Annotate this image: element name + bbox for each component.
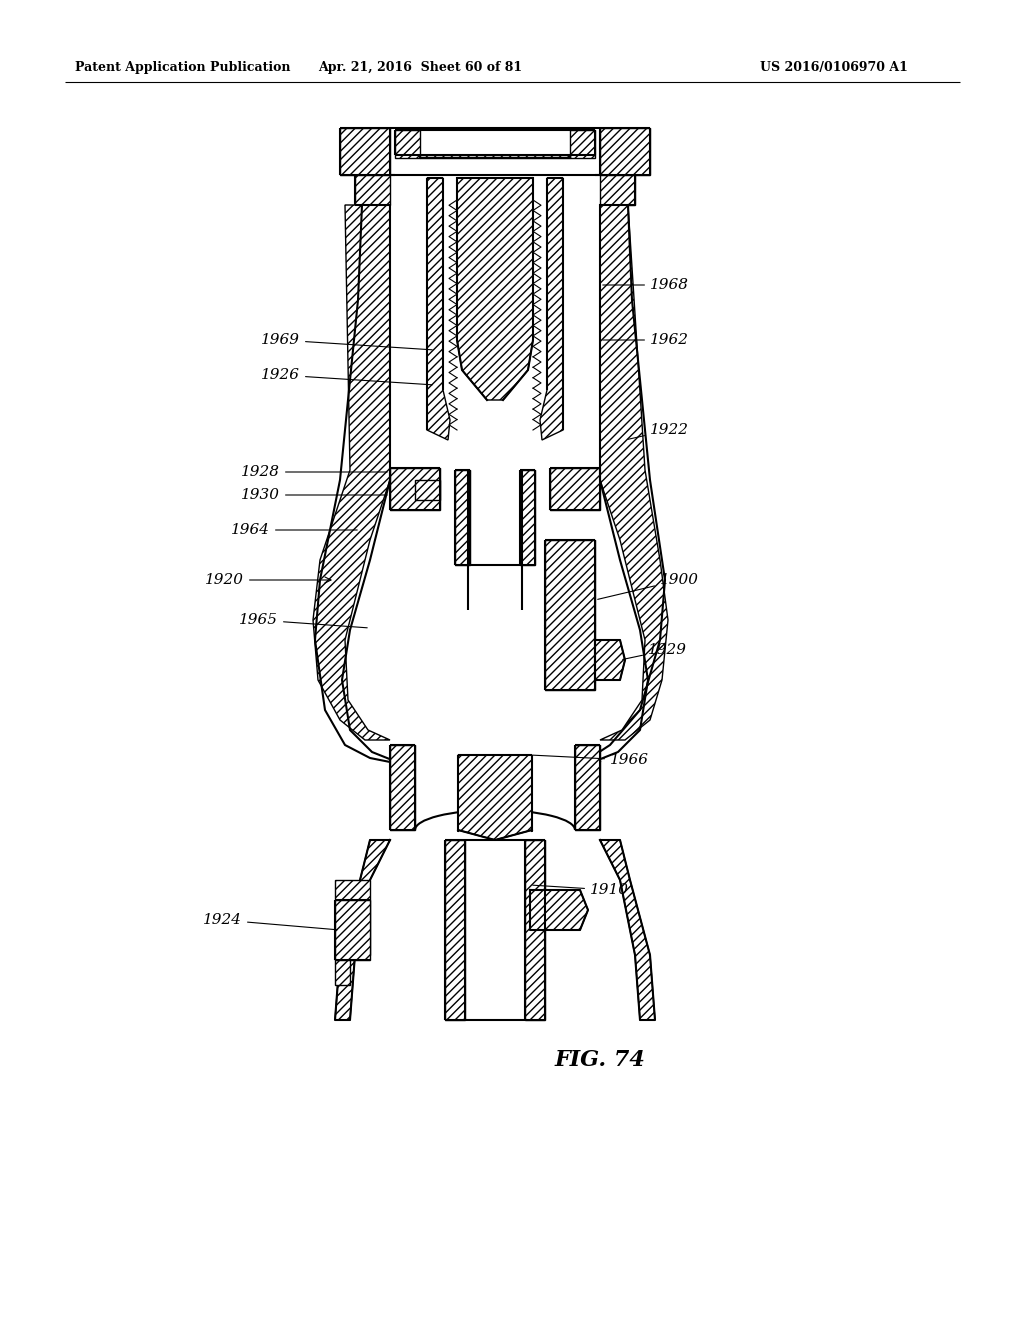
Polygon shape: [600, 840, 655, 1020]
Polygon shape: [530, 890, 588, 931]
Polygon shape: [355, 176, 390, 205]
Polygon shape: [520, 470, 535, 565]
Polygon shape: [340, 128, 390, 176]
Polygon shape: [415, 480, 440, 500]
Polygon shape: [525, 840, 545, 1020]
Polygon shape: [600, 205, 632, 480]
Text: 1969: 1969: [261, 333, 432, 350]
Text: 1910: 1910: [532, 883, 629, 898]
Text: 1964: 1964: [231, 523, 357, 537]
Polygon shape: [595, 640, 625, 680]
Polygon shape: [550, 469, 600, 510]
Text: FIG. 74: FIG. 74: [555, 1049, 645, 1071]
Polygon shape: [445, 840, 465, 1020]
Polygon shape: [455, 470, 470, 565]
Text: 1900: 1900: [598, 573, 699, 599]
Polygon shape: [335, 840, 390, 1020]
Text: 1926: 1926: [261, 368, 432, 385]
Polygon shape: [395, 129, 420, 158]
Polygon shape: [600, 205, 668, 741]
Text: 1968: 1968: [603, 279, 689, 292]
Polygon shape: [358, 205, 390, 480]
Polygon shape: [420, 154, 570, 158]
Polygon shape: [600, 128, 650, 176]
Text: 1962: 1962: [603, 333, 689, 347]
Text: 1922: 1922: [628, 422, 689, 440]
Polygon shape: [457, 178, 534, 400]
Text: 1965: 1965: [239, 612, 368, 628]
Text: 1930: 1930: [241, 488, 387, 502]
Text: 1920: 1920: [205, 573, 331, 587]
Polygon shape: [570, 129, 595, 158]
Polygon shape: [335, 880, 370, 985]
Polygon shape: [427, 178, 450, 440]
Polygon shape: [600, 176, 635, 205]
Polygon shape: [390, 469, 440, 510]
Polygon shape: [390, 744, 415, 830]
Polygon shape: [458, 755, 532, 840]
Text: Patent Application Publication: Patent Application Publication: [75, 62, 291, 74]
Text: US 2016/0106970 A1: US 2016/0106970 A1: [760, 62, 908, 74]
Polygon shape: [335, 900, 370, 960]
Polygon shape: [545, 540, 595, 690]
Text: Apr. 21, 2016  Sheet 60 of 81: Apr. 21, 2016 Sheet 60 of 81: [317, 62, 522, 74]
Polygon shape: [575, 744, 600, 830]
Text: 1966: 1966: [532, 752, 649, 767]
Text: 1929: 1929: [623, 643, 687, 660]
Polygon shape: [313, 205, 390, 741]
Text: 1924: 1924: [203, 913, 337, 929]
Polygon shape: [540, 178, 563, 440]
Text: 1928: 1928: [241, 465, 387, 479]
